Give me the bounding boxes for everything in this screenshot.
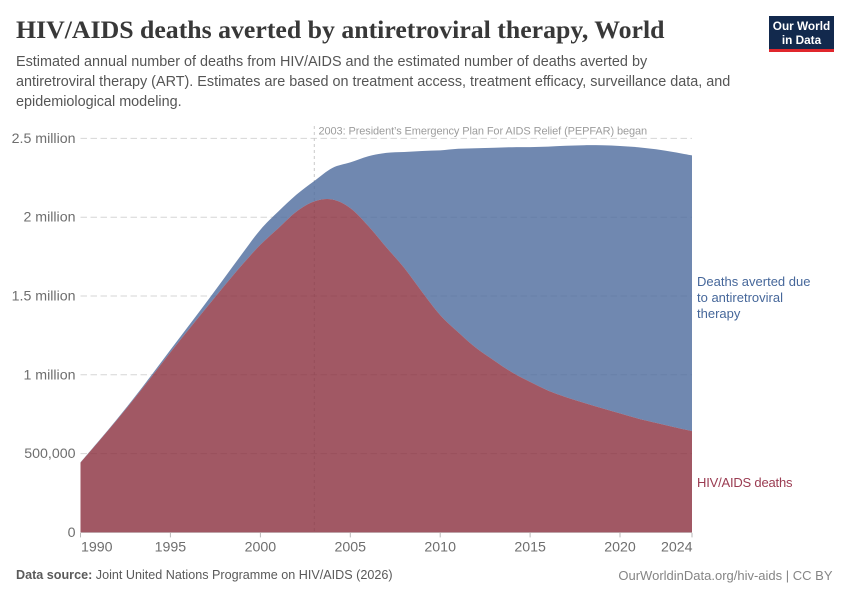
svg-text:1990: 1990 bbox=[81, 540, 113, 556]
svg-text:2000: 2000 bbox=[245, 540, 277, 556]
svg-text:2015: 2015 bbox=[514, 540, 546, 556]
svg-text:1.5 million: 1.5 million bbox=[12, 289, 76, 305]
svg-text:2020: 2020 bbox=[604, 540, 636, 556]
svg-text:2024: 2024 bbox=[661, 540, 693, 556]
svg-text:2 million: 2 million bbox=[23, 210, 75, 226]
svg-text:0: 0 bbox=[68, 525, 76, 541]
svg-text:2003: President’s Emergency Pl: 2003: President’s Emergency Plan For AID… bbox=[319, 126, 648, 138]
svg-text:2010: 2010 bbox=[424, 540, 456, 556]
svg-text:2005: 2005 bbox=[335, 540, 367, 556]
svg-text:500,000: 500,000 bbox=[24, 446, 75, 462]
svg-text:1 million: 1 million bbox=[23, 367, 75, 383]
svg-text:2.5 million: 2.5 million bbox=[12, 131, 76, 147]
svg-text:1995: 1995 bbox=[155, 540, 187, 556]
